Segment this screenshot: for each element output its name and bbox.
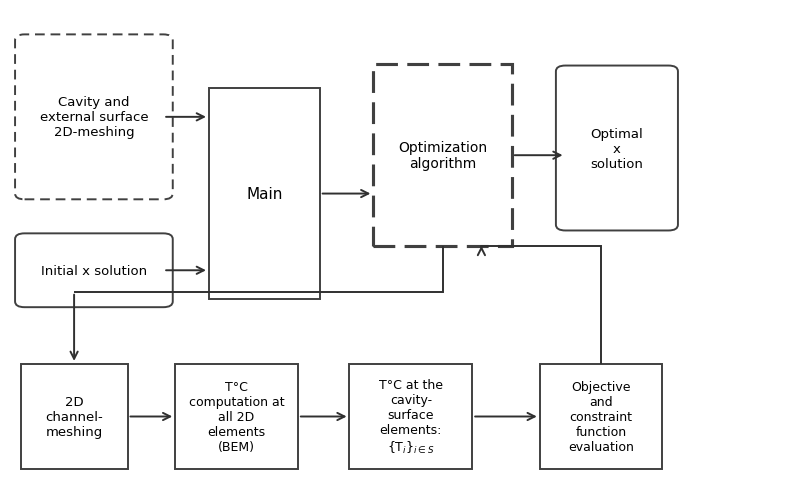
- Bar: [539, 364, 662, 469]
- Bar: [175, 364, 298, 469]
- Bar: [350, 364, 472, 469]
- Text: Main: Main: [246, 187, 282, 202]
- Bar: [209, 89, 320, 300]
- FancyBboxPatch shape: [373, 65, 512, 247]
- FancyBboxPatch shape: [15, 234, 172, 307]
- Text: Initial x solution: Initial x solution: [41, 264, 147, 277]
- Text: Optimal
x
solution: Optimal x solution: [591, 127, 643, 170]
- Text: 2D
channel-
meshing: 2D channel- meshing: [45, 395, 103, 438]
- Bar: [21, 364, 128, 469]
- FancyBboxPatch shape: [556, 66, 678, 231]
- Text: Objective
and
constraint
function
evaluation: Objective and constraint function evalua…: [568, 380, 634, 453]
- FancyBboxPatch shape: [15, 35, 172, 200]
- Text: T°C
computation at
all 2D
elements
(BEM): T°C computation at all 2D elements (BEM): [189, 380, 284, 453]
- Text: T°C at the
cavity-
surface
elements:
{T$_i$}$_{i\in S}$: T°C at the cavity- surface elements: {T$…: [379, 378, 443, 455]
- Text: Cavity and
external surface
2D-meshing: Cavity and external surface 2D-meshing: [40, 96, 148, 139]
- Text: Optimization
algorithm: Optimization algorithm: [398, 141, 487, 171]
